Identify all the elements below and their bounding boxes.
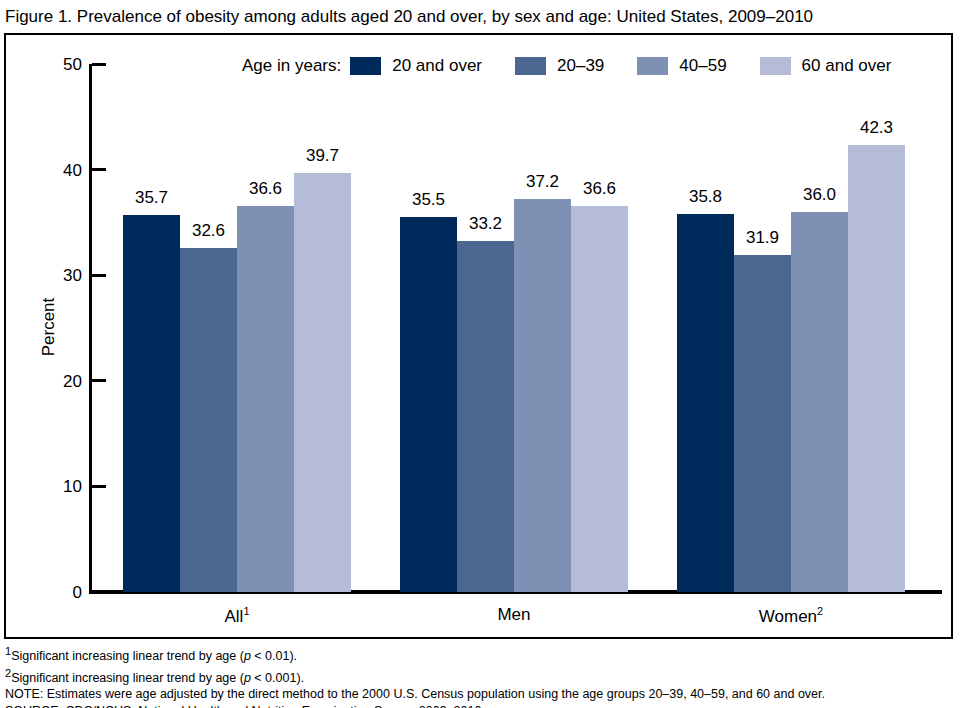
bar [791,212,848,592]
bar [734,255,791,592]
bar [571,206,628,592]
y-axis-line [89,64,92,592]
bar-value-label: 42.3 [837,119,917,136]
x-category-label: Men [434,605,594,625]
y-tick-label: 20 [36,373,82,390]
legend-item-label: 20 and over [392,56,482,76]
bar [237,206,294,592]
legend-swatch-icon [760,57,791,75]
legend-item: 20–39 [515,56,604,76]
bar [457,241,514,592]
legend-swatch-icon [637,57,668,75]
y-tick-label: 30 [36,267,82,284]
footnotes: 1Significant increasing linear trend by … [5,643,825,708]
bar-value-label: 35.7 [112,189,192,206]
y-tick-label: 10 [36,478,82,495]
y-tick-mark [92,485,106,488]
figure-page: Figure 1. Prevalence of obesity among ad… [0,0,960,708]
bar-value-label: 36.6 [560,180,640,197]
bar [514,199,571,592]
y-tick-mark [92,274,106,277]
legend-title: Age in years: [242,56,341,76]
x-category-label: Women2 [711,605,871,627]
bar [677,214,734,592]
bar [294,173,351,592]
x-category-label: All1 [157,605,317,627]
legend-item-label: 20–39 [557,56,604,76]
footnote-line: 1Significant increasing linear trend by … [5,643,825,665]
y-tick-mark [92,63,106,66]
legend-item: 40–59 [637,56,726,76]
legend-item-label: 40–59 [679,56,726,76]
footnote-line: NOTE: Estimates were age adjusted by the… [5,686,825,703]
bar-value-label: 35.5 [389,191,469,208]
legend-swatch-icon [350,57,381,75]
footnote-line: SOURCE: CDC/NCHS, National Health and Nu… [5,703,825,708]
legend-items: 20 and over 20–39 40–59 60 and over [350,56,891,76]
y-tick-label: 0 [36,584,82,601]
legend-swatch-icon [515,57,546,75]
footnote-line: 2Significant increasing linear trend by … [5,665,825,687]
y-axis-label: Percent [39,298,59,357]
y-tick-mark [92,168,106,171]
bar [400,217,457,592]
legend-item: 60 and over [760,56,892,76]
chart-frame: Age in years: 20 and over 20–39 40–59 60 an… [4,33,953,639]
legend: Age in years: 20 and over 20–39 40–59 60 an… [242,56,891,76]
bar [180,248,237,592]
bar [123,215,180,592]
bar-value-label: 35.8 [666,188,746,205]
bar-value-label: 39.7 [283,147,363,164]
y-tick-mark [92,379,106,382]
legend-item-label: 60 and over [802,56,892,76]
y-tick-label: 50 [36,56,82,73]
bar [848,145,905,592]
legend-item: 20 and over [350,56,482,76]
figure-title: Figure 1. Prevalence of obesity among ad… [5,6,813,27]
y-tick-label: 40 [36,162,82,179]
